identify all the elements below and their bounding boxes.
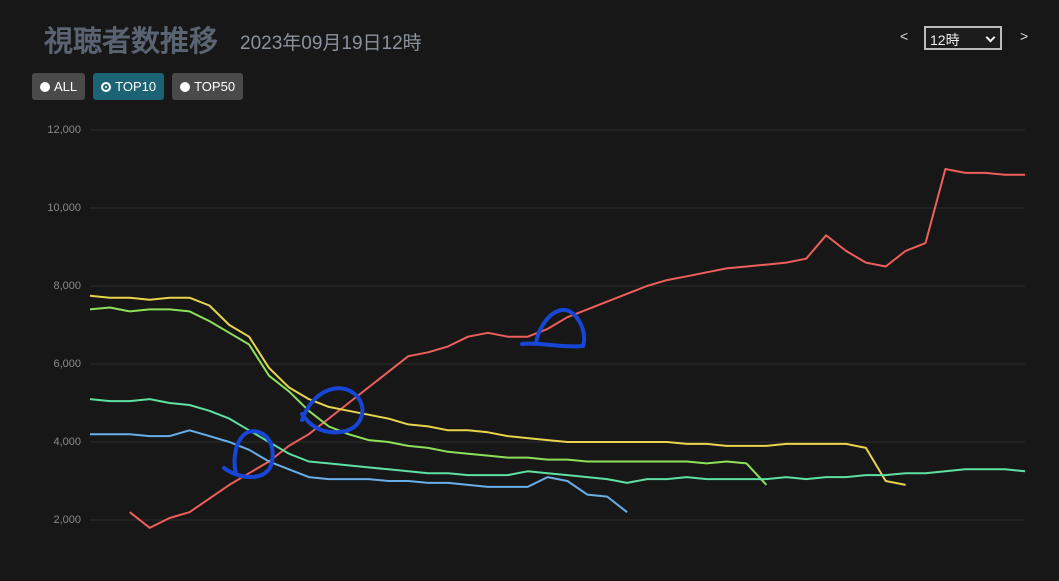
radio-icon: [101, 81, 112, 92]
filter-group: ALL TOP10 TOP50: [32, 73, 244, 100]
y-tick-label: 8,000: [53, 280, 81, 292]
filter-label: TOP10: [115, 79, 157, 94]
next-button[interactable]: >: [1020, 28, 1029, 44]
radio-icon: [40, 81, 50, 92]
filter-button[interactable]: TOP10: [93, 73, 165, 100]
prev-button[interactable]: <: [900, 28, 909, 44]
annotation-scribbles: [222, 307, 587, 480]
y-tick-label: 10,000: [47, 202, 81, 214]
scribble: [520, 307, 587, 349]
scribble: [300, 386, 365, 435]
filter-label: ALL: [54, 79, 78, 94]
y-tick-label: 6,000: [53, 358, 81, 370]
scribble: [222, 429, 275, 480]
series-line: [89, 294, 906, 486]
radio-icon: [180, 81, 191, 92]
series-line: [129, 168, 1025, 529]
series-line: [89, 398, 1026, 484]
filter-button[interactable]: ALL: [32, 73, 86, 100]
series-line: [89, 306, 768, 486]
filter-label: TOP50: [194, 79, 236, 94]
page-title: 視聴者数推移: [44, 26, 219, 58]
filter-button[interactable]: TOP50: [172, 73, 244, 100]
series-line: [90, 429, 628, 513]
y-tick-label: 2,000: [53, 514, 81, 526]
y-tick-label: 4,000: [53, 436, 81, 448]
hour-select[interactable]: 12時: [924, 26, 1002, 50]
y-tick-label: 12,000: [47, 124, 81, 136]
date-label: 2023年09月19日12時: [240, 33, 422, 54]
